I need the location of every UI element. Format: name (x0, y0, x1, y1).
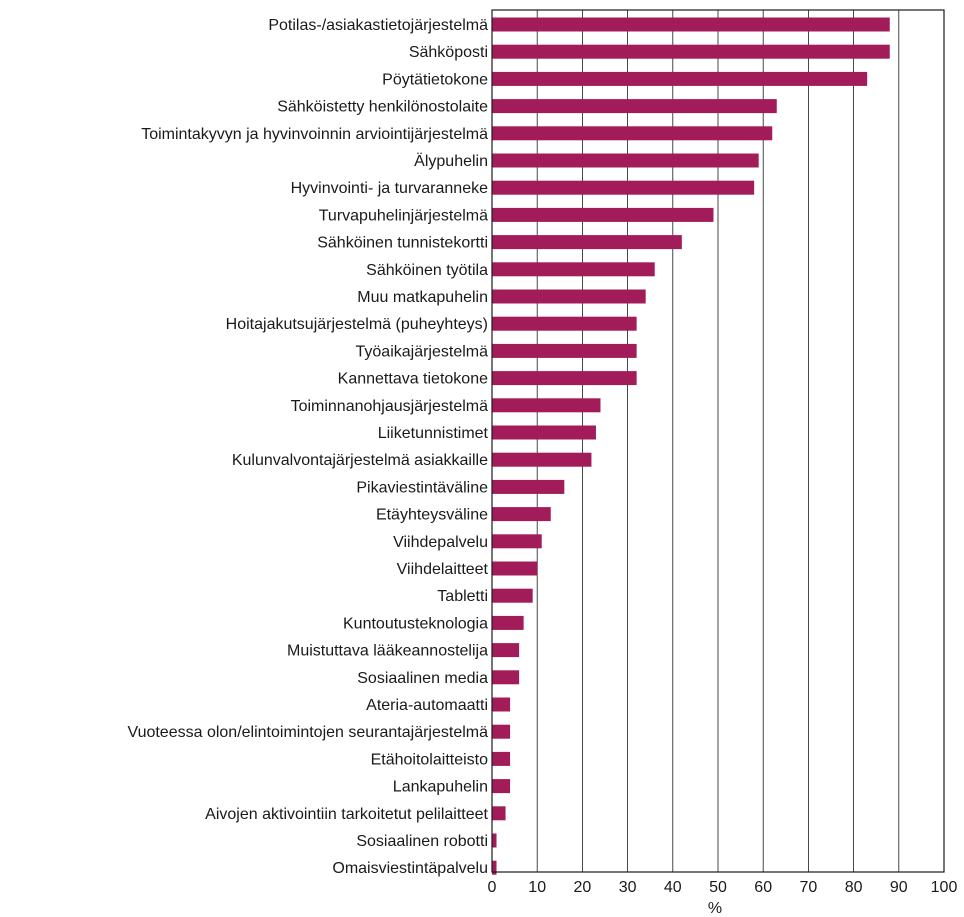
x-tick-labels: 0 10 20 30 40 50 60 70 80 90 100 (488, 879, 958, 896)
x-tick-label: 70 (800, 879, 818, 896)
category-label: Etähoitolaitteisto (371, 751, 489, 768)
bar (492, 697, 511, 712)
category-label: Toimintakyvyn ja hyvinvoinnin arviointij… (141, 126, 488, 143)
category-label: Kannettava tietokone (338, 371, 488, 388)
category-label: Toiminnanohjausjärjestelmä (291, 398, 489, 415)
category-label: Sosiaalinen robotti (356, 833, 488, 850)
bar (492, 316, 637, 331)
bar (492, 724, 511, 739)
category-label: Sähköinen tunnistekortti (317, 235, 488, 252)
bar (492, 507, 551, 522)
bar (492, 180, 755, 195)
x-tick-label: 90 (890, 879, 908, 896)
x-tick-label: 40 (664, 879, 682, 896)
category-label: Hoitajakutsujärjestelmä (puheyhteys) (226, 316, 488, 333)
bar (492, 71, 868, 86)
category-label: Omaisviestintäpalvelu (332, 860, 488, 877)
bar (492, 17, 890, 32)
category-label: Hyvinvointi- ja turvaranneke (291, 180, 489, 197)
x-axis-title: % (708, 900, 722, 917)
category-label: Vuoteessa olon/elintoimintojen seurantaj… (127, 724, 488, 741)
bar (492, 99, 777, 114)
category-label: Etäyhteysväline (376, 507, 488, 524)
category-label: Viihdelaitteet (397, 561, 489, 578)
bar (492, 398, 601, 413)
category-label: Muistuttava lääkeannostelija (287, 643, 488, 660)
category-label: Kulunvalvontajärjestelmä asiakkaille (232, 452, 488, 469)
category-label: Muu matkapuhelin (357, 289, 488, 306)
category-label: Sähköinen työtila (366, 262, 488, 279)
bar (492, 860, 497, 875)
bar (492, 126, 773, 141)
bars (492, 17, 890, 875)
bar (492, 534, 542, 549)
bar (492, 479, 565, 494)
bar (492, 343, 637, 358)
x-tick-label: 10 (528, 879, 546, 896)
category-label: Ateria-automaatti (366, 697, 488, 714)
category-label: Työaikajärjestelmä (356, 343, 489, 360)
category-label: Sähköistetty henkilönostolaite (277, 99, 488, 116)
category-label: Pöytätietokone (382, 71, 488, 88)
plot-frame (491, 9, 945, 873)
x-tick-label: 0 (488, 879, 497, 896)
x-tick-label: 30 (619, 879, 637, 896)
category-label: Älypuhelin (414, 152, 488, 170)
bar (492, 425, 596, 440)
bar (492, 371, 637, 386)
category-label: Aivojen aktivointiin tarkoitetut pelilai… (205, 806, 488, 823)
bar (492, 588, 533, 603)
category-label: Potilas-/asiakastietojärjestelmä (268, 17, 488, 34)
bar (492, 670, 520, 685)
bar (492, 561, 538, 576)
bar (492, 615, 524, 630)
bar (492, 806, 506, 821)
bar (492, 452, 592, 467)
category-label: Kuntoutusteknologia (343, 615, 488, 632)
category-labels: Potilas-/asiakastietojärjestelmä Sähköpos… (127, 17, 488, 877)
bar (492, 44, 890, 59)
category-label: Turvapuhelinjärjestelmä (319, 207, 488, 224)
bar (492, 262, 655, 277)
bar (492, 153, 759, 168)
category-label: Viihdepalvelu (393, 534, 488, 551)
bar (492, 207, 714, 222)
x-tick-label: 60 (754, 879, 772, 896)
category-label: Sähköposti (409, 44, 488, 61)
x-tick-label: 100 (931, 879, 958, 896)
x-tick-label: 20 (574, 879, 592, 896)
bar (492, 833, 497, 848)
x-tick-label: 50 (709, 879, 727, 896)
bar (492, 289, 646, 304)
category-label: Sosiaalinen media (357, 670, 488, 687)
category-label: Tabletti (437, 588, 488, 605)
category-label: Liiketunnistimet (378, 425, 489, 442)
bar (492, 643, 520, 658)
category-label: Pikaviestintäväline (356, 479, 488, 496)
category-label: Lankapuhelin (393, 779, 488, 796)
x-tick-label: 80 (845, 879, 863, 896)
bar (492, 235, 682, 250)
bar (492, 779, 511, 794)
bar (492, 751, 511, 766)
